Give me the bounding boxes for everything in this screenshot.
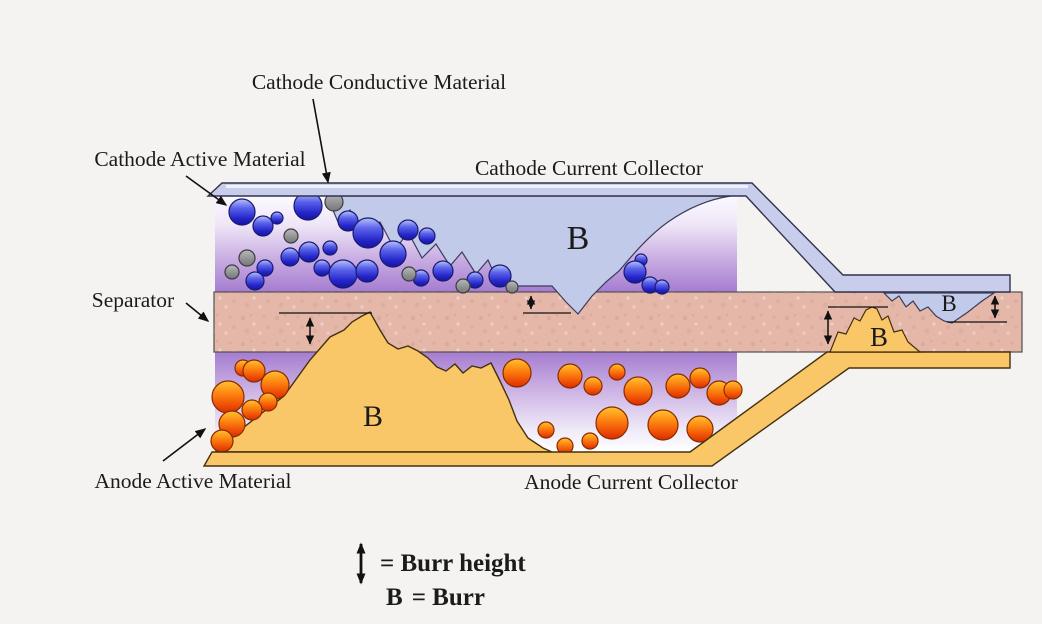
burr-label-cathode: B [567,220,590,257]
cathode-foil-shape [206,182,1011,293]
anode-particles [210,358,743,455]
burr-label-anode-right: B [870,322,888,352]
anode-active-particle [537,421,555,439]
anode-active-particle [595,406,629,440]
burr-height-markers [279,295,1007,345]
cathode-active-particle [280,247,300,267]
legend: = Burr height B = Burr [356,542,526,611]
leader-arrow-separator [185,302,210,322]
cathode-active-particle [328,259,358,289]
conductive-particle [505,280,519,294]
cathode-active-particle [355,259,379,283]
burr-label-anode: B [363,400,383,433]
anode-active-particle [665,373,691,399]
anode-active-particle [557,363,583,389]
cathode-active-particle [397,219,419,241]
anode-active-particle [686,415,714,443]
label-anode-active-material: Anode Active Material [94,469,291,493]
anode-burr-region [215,311,553,453]
cathode-active-particle [322,240,338,256]
anode-active-particle [623,376,653,406]
anode-active-particle [581,432,599,450]
cathode-active-particle [270,211,284,225]
cathode-active-particle [298,241,320,263]
anode-active-particle [242,359,266,383]
legend-burr: B = Burr [386,584,485,611]
leader-arrow-conductive-material [312,98,331,184]
anode-active-particle [647,409,679,441]
leader-arrow-anode-active [162,428,207,462]
cathode-active-particle [418,227,436,245]
cathode-burr-right [882,292,996,324]
cathode-active-particle [432,260,454,282]
conductive-particle [238,249,256,267]
cathode-active-particle [623,260,647,284]
conductive-particle [283,228,299,244]
label-cathode-current-collector: Cathode Current Collector [475,156,703,180]
leader-arrows [162,98,331,462]
conductive-particle [401,266,417,282]
anode-active-particle [210,429,234,453]
anode-active-particle [211,380,245,414]
anode-active-particle [689,367,711,389]
legend-burr-height: = Burr height [380,550,526,577]
label-anode-current-collector: Anode Current Collector [524,470,738,494]
cathode-active-particle [654,279,670,295]
cathode-active-particle [228,198,256,226]
legend-burr-symbol: B [386,584,403,611]
conductive-particles [224,192,519,294]
anode-active-particle [241,399,263,421]
anode-active-particle [502,358,532,388]
cathode-active-particle [337,210,359,232]
conductive-particle [455,278,471,294]
label-cathode-conductive-material: Cathode Conductive Material [252,70,506,94]
anode-active-particle [723,380,743,400]
cathode-burr-region [326,195,732,315]
cathode-active-particle [256,259,274,277]
cathode-active-particle [252,215,274,237]
label-cathode-active-material: Cathode Active Material [94,147,305,171]
cathode-active-particle [245,271,265,291]
cathode-active-particle [352,217,384,249]
conductive-particle [224,264,240,280]
anode-burr-right [829,306,922,353]
cathode-active-particle [488,264,512,288]
anode-active-particle [583,376,603,396]
cathode-particles [228,191,670,295]
leader-arrow-cathode-active [185,175,228,206]
cathode-active-particle [379,240,407,268]
label-separator: Separator [92,288,174,312]
anode-active-particle [608,363,626,381]
anode-current-collector-foil [202,351,1011,467]
cathode-current-collector-foil [206,182,1011,293]
burr-label-cathode-right: B [941,291,956,316]
anode-active-particle [258,392,278,412]
legend-burr-text: = Burr [412,584,485,611]
cathode-active-particle [313,259,331,277]
